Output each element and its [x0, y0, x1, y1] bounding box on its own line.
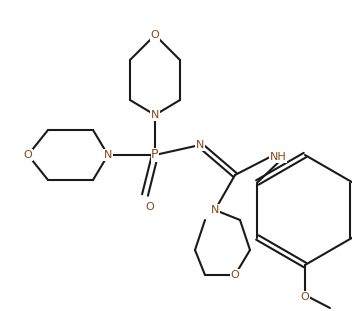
Text: O: O [146, 202, 155, 212]
Text: O: O [231, 270, 239, 280]
Text: O: O [24, 150, 32, 160]
Text: P: P [151, 148, 159, 161]
Text: N: N [151, 110, 159, 120]
Text: O: O [301, 292, 309, 302]
Text: N: N [211, 205, 219, 215]
Text: O: O [151, 30, 159, 40]
Text: N: N [196, 140, 204, 150]
Text: NH: NH [270, 152, 287, 162]
Text: N: N [104, 150, 112, 160]
